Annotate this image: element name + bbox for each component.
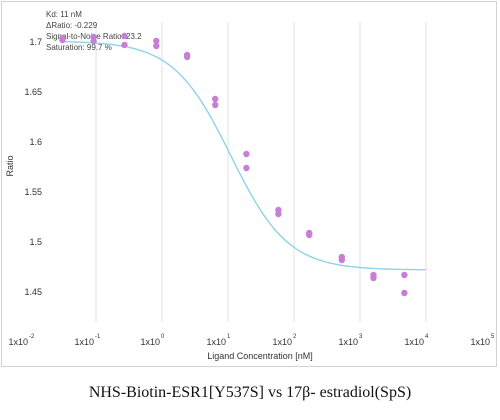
y-tick-label: 1.5: [29, 237, 42, 247]
data-point: [90, 37, 97, 45]
y-tick-label: 1.45: [24, 287, 42, 297]
x-tick-exponent: 2: [293, 334, 297, 340]
data-point: [401, 289, 408, 297]
x-tick-exponent: 3: [359, 334, 363, 340]
x-axis-title: Ligand Concentration [nM]: [207, 351, 313, 361]
x-tick-label: 1x10: [74, 337, 94, 347]
x-tick-label: 1x10: [272, 337, 292, 347]
data-point: [183, 53, 191, 61]
stats-line: Kd: 11 nM: [46, 10, 82, 19]
x-tick-exponent: 1: [227, 334, 231, 340]
x-tick-exponent: 5: [491, 334, 495, 340]
figure-caption: NHS-Biotin-ESR1[Y537S] vs 17β- estradiol…: [88, 384, 412, 401]
data-point: [370, 274, 377, 282]
x-tick-label: 1x10: [338, 337, 358, 347]
chart-frame: [1, 1, 497, 367]
x-tick-label: 1x10: [140, 337, 160, 347]
data-point: [212, 101, 219, 109]
data-point: [59, 36, 66, 44]
data-point: [243, 150, 250, 158]
data-point: [338, 256, 346, 264]
x-tick-exponent: 0: [161, 334, 165, 340]
stats-line: Saturation: 99.7 %: [46, 43, 112, 52]
data-point: [121, 41, 128, 49]
data-point: [306, 231, 313, 239]
x-tick-exponent: -2: [29, 334, 35, 340]
y-tick-label: 1.65: [24, 87, 42, 97]
data-point: [121, 32, 128, 40]
y-tick-label: 1.7: [29, 37, 42, 47]
x-tick-label: 1x10: [8, 337, 28, 347]
x-tick-label: 1x10: [206, 337, 226, 347]
x-tick-label: 1x10: [470, 337, 490, 347]
y-axis-title: Ratio: [5, 155, 15, 176]
data-point: [275, 210, 282, 218]
data-point: [153, 42, 160, 50]
data-point: [212, 95, 219, 103]
data-point: [401, 271, 408, 279]
x-tick-exponent: -1: [95, 334, 101, 340]
data-point: [153, 37, 160, 45]
x-tick-label: 1x10: [404, 337, 424, 347]
data-point: [243, 164, 250, 172]
stats-line: ΔRatio: -0.229: [46, 21, 98, 30]
x-tick-exponent: 4: [425, 334, 429, 340]
y-tick-label: 1.55: [24, 187, 42, 197]
y-tick-label: 1.6: [29, 137, 42, 147]
